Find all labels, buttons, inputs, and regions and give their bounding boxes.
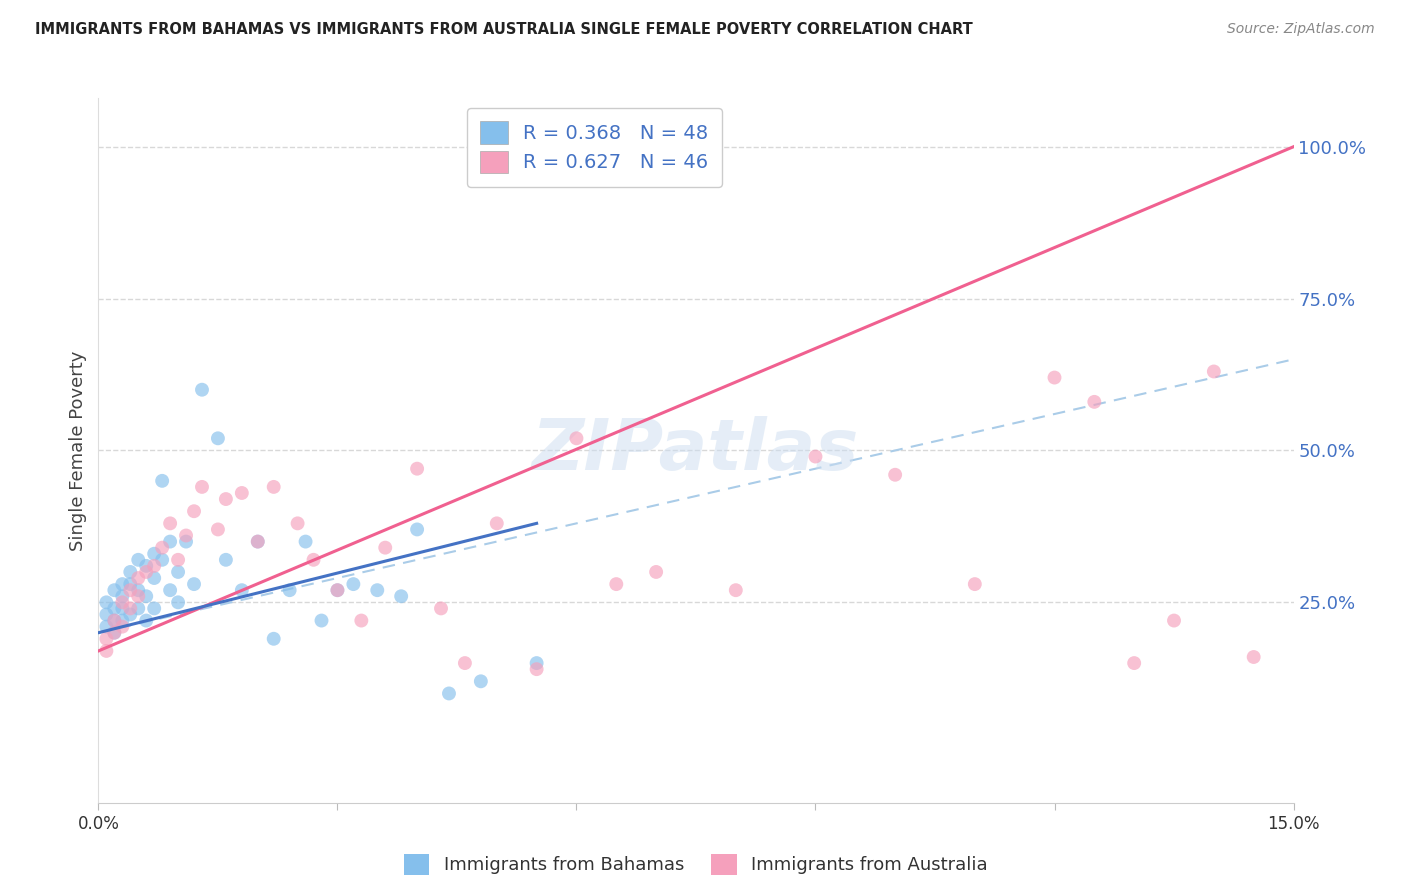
Point: [1202, 364, 1225, 378]
Y-axis label: Single Female Poverty: Single Female Poverty: [69, 351, 87, 550]
Point: [470, 674, 492, 689]
Point: [135, 589, 157, 603]
Point: [326, 583, 349, 598]
Point: [215, 553, 238, 567]
Point: [565, 431, 588, 445]
Text: IMMIGRANTS FROM BAHAMAS VS IMMIGRANTS FROM AUSTRALIA SINGLE FEMALE POVERTY CORRE: IMMIGRANTS FROM BAHAMAS VS IMMIGRANTS FR…: [35, 22, 973, 37]
Point: [120, 565, 142, 579]
Point: [437, 686, 460, 700]
Point: [302, 553, 325, 567]
Point: [430, 601, 453, 615]
Point: [191, 480, 214, 494]
Point: [143, 571, 166, 585]
Point: [263, 480, 285, 494]
Point: [246, 534, 269, 549]
Point: [167, 553, 190, 567]
Point: [111, 595, 134, 609]
Point: [135, 565, 157, 579]
Point: [1163, 614, 1185, 628]
Point: [96, 644, 118, 658]
Point: [96, 595, 118, 609]
Point: [150, 553, 173, 567]
Point: [884, 467, 907, 482]
Point: [167, 565, 190, 579]
Point: [135, 614, 157, 628]
Point: [127, 571, 149, 585]
Point: [174, 528, 197, 542]
Point: [342, 577, 364, 591]
Point: [215, 491, 238, 506]
Point: [1043, 370, 1066, 384]
Point: [278, 583, 301, 598]
Point: [96, 620, 118, 634]
Point: [135, 558, 157, 573]
Point: [159, 583, 181, 598]
Point: [111, 614, 134, 628]
Point: [167, 595, 190, 609]
Point: [159, 516, 181, 531]
Point: [143, 558, 166, 573]
Point: [183, 504, 205, 518]
Point: [96, 607, 118, 622]
Point: [294, 534, 316, 549]
Point: [454, 656, 477, 670]
Point: [111, 589, 134, 603]
Point: [159, 534, 181, 549]
Point: [150, 474, 173, 488]
Point: [804, 450, 827, 464]
Point: [103, 614, 125, 628]
Point: [103, 625, 125, 640]
Point: [174, 534, 197, 549]
Point: [111, 577, 134, 591]
Point: [111, 620, 134, 634]
Point: [150, 541, 173, 555]
Text: Source: ZipAtlas.com: Source: ZipAtlas.com: [1227, 22, 1375, 37]
Point: [366, 583, 388, 598]
Point: [246, 534, 269, 549]
Point: [326, 583, 349, 598]
Point: [231, 583, 253, 598]
Point: [350, 614, 373, 628]
Point: [724, 583, 747, 598]
Point: [120, 577, 142, 591]
Point: [406, 461, 429, 475]
Point: [96, 632, 118, 646]
Point: [127, 553, 149, 567]
Point: [127, 601, 149, 615]
Point: [191, 383, 214, 397]
Point: [207, 431, 229, 445]
Point: [1243, 650, 1265, 665]
Point: [103, 614, 125, 628]
Point: [374, 541, 396, 555]
Point: [1123, 656, 1146, 670]
Point: [311, 614, 333, 628]
Point: [103, 601, 125, 615]
Point: [406, 523, 429, 537]
Point: [120, 607, 142, 622]
Point: [645, 565, 668, 579]
Point: [111, 601, 134, 615]
Point: [127, 589, 149, 603]
Point: [143, 547, 166, 561]
Point: [605, 577, 627, 591]
Point: [963, 577, 986, 591]
Legend: Immigrants from Bahamas, Immigrants from Australia: Immigrants from Bahamas, Immigrants from…: [396, 847, 995, 882]
Point: [526, 662, 548, 676]
Point: [120, 601, 142, 615]
Point: [103, 583, 125, 598]
Text: ZIPatlas: ZIPatlas: [533, 416, 859, 485]
Point: [103, 625, 125, 640]
Point: [231, 486, 253, 500]
Point: [389, 589, 412, 603]
Point: [207, 523, 229, 537]
Point: [143, 601, 166, 615]
Point: [183, 577, 205, 591]
Point: [263, 632, 285, 646]
Point: [120, 583, 142, 598]
Point: [127, 583, 149, 598]
Point: [287, 516, 309, 531]
Point: [485, 516, 508, 531]
Point: [526, 656, 548, 670]
Point: [1083, 395, 1105, 409]
